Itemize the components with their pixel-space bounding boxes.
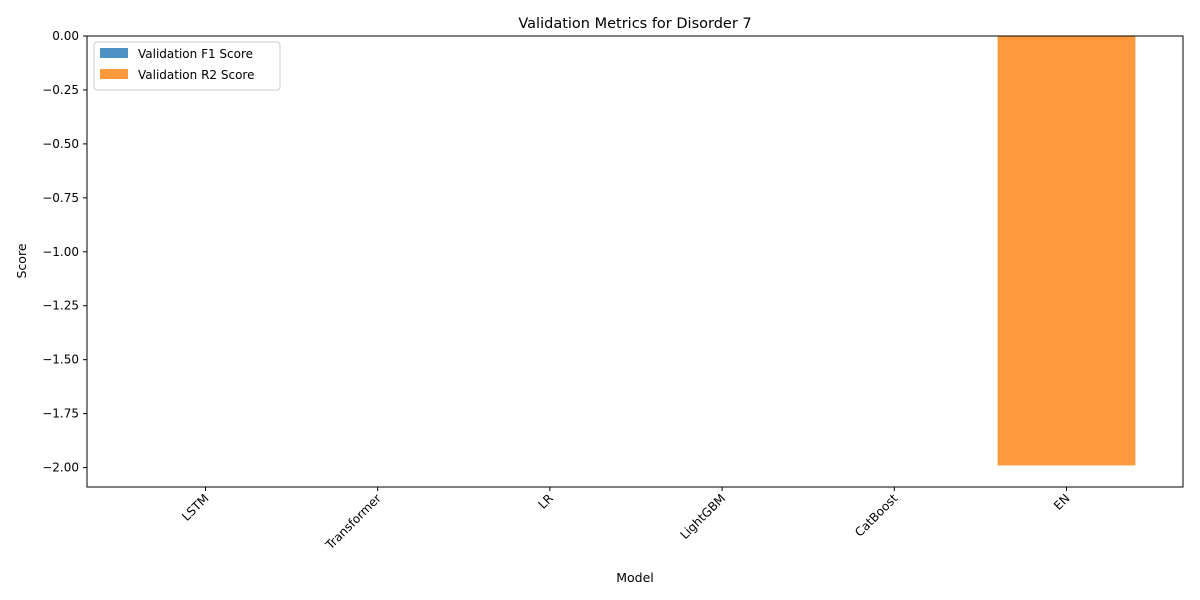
legend-label-series-1: Validation F1 Score <box>138 47 253 61</box>
legend-box <box>93 41 281 91</box>
x-axis-ticks: LSTM Transformer LR LightGBM CatBoost EN <box>179 487 1073 553</box>
y-axis-label: Score <box>14 243 29 278</box>
x-axis-label: Model <box>616 570 654 585</box>
plot-frame <box>86 35 1184 488</box>
y-tick-label: −0.50 <box>42 137 79 151</box>
x-tick-label-lightgbm: LightGBM <box>677 491 728 542</box>
y-tick-label: −1.75 <box>42 407 79 421</box>
x-tick-label-en: EN <box>1051 491 1073 513</box>
y-tick-label: −1.50 <box>42 353 79 367</box>
plot-area <box>86 35 1184 488</box>
x-tick-label-catboost: CatBoost <box>852 491 901 540</box>
legend: Validation F1 Score Validation R2 Score <box>93 41 281 91</box>
legend-label-series-2: Validation R2 Score <box>138 68 254 82</box>
y-tick-label: −1.25 <box>42 299 79 313</box>
x-tick-label-transformer: Transformer <box>322 491 384 553</box>
y-tick-label: −0.75 <box>42 191 79 205</box>
legend-swatch-series-1 <box>100 48 128 58</box>
x-tick-label-lr: LR <box>535 491 556 512</box>
y-tick-label: −1.00 <box>42 245 79 259</box>
y-axis-ticks: 0.00 −0.25 −0.50 −0.75 −1.00 −1.25 −1.50 −1.75 −… <box>42 29 87 475</box>
y-tick-label: 0.00 <box>52 29 79 43</box>
bars-layer <box>997 36 1136 466</box>
legend-swatch-series-2 <box>100 69 128 79</box>
bar-series-2-en <box>997 36 1136 466</box>
y-tick-label: −0.25 <box>42 83 79 97</box>
x-tick-label-lstm: LSTM <box>179 491 212 524</box>
chart-title: Validation Metrics for Disorder 7 <box>518 16 751 32</box>
y-tick-label: −2.00 <box>42 461 79 475</box>
